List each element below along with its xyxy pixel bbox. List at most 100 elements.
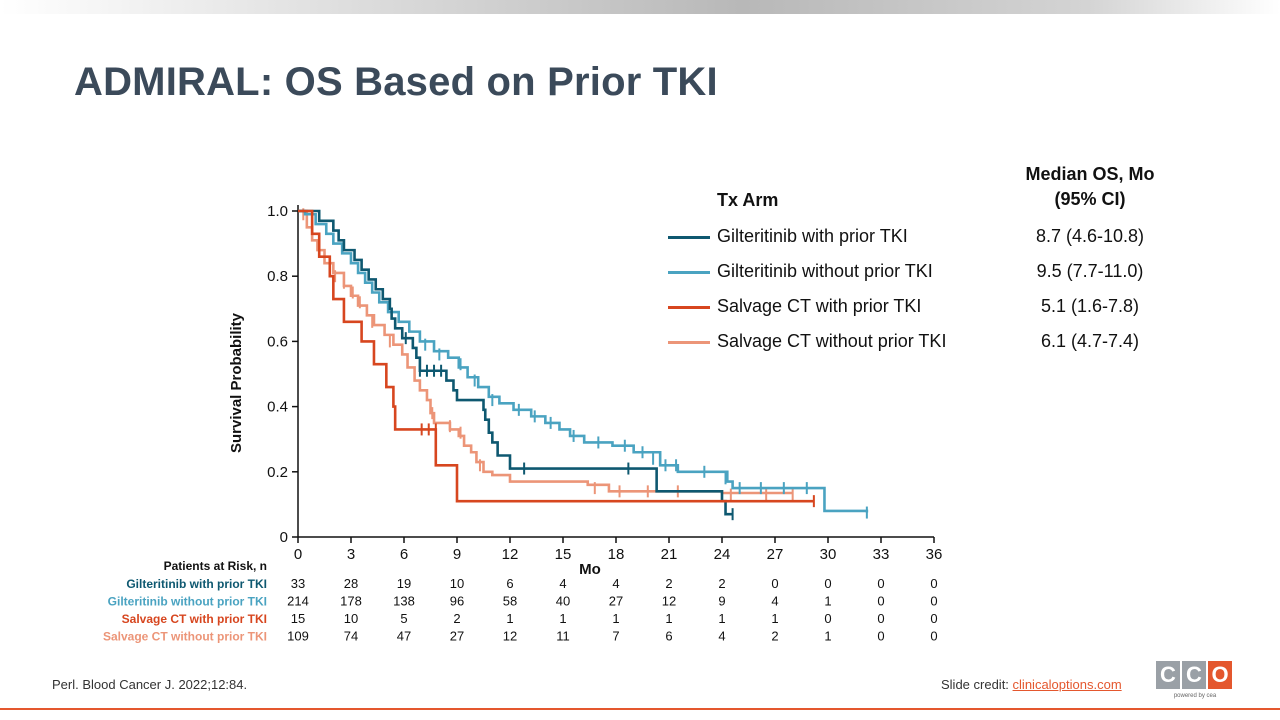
risk-count: 1 (824, 594, 831, 609)
credit-link[interactable]: clinicaloptions.com (1012, 677, 1122, 692)
legend-value: 6.1 (4.7-7.4) (1040, 331, 1140, 351)
risk-count: 4 (718, 629, 725, 644)
risk-count: 12 (662, 594, 676, 609)
risk-count: 4 (559, 576, 566, 591)
risk-count: 74 (344, 629, 358, 644)
legend-label: Salvage CT without prior TKI (717, 331, 947, 351)
risk-row-label: Salvage CT without prior TKI (103, 630, 267, 644)
risk-count: 178 (340, 594, 362, 609)
risk-count: 109 (287, 629, 309, 644)
legend-swatch (668, 271, 710, 274)
x-axis-label: Mo (579, 561, 601, 578)
x-tick-label: 33 (873, 546, 890, 563)
risk-count: 2 (771, 629, 778, 644)
logo-letter: C (1182, 661, 1206, 689)
risk-count: 0 (930, 576, 937, 591)
logo-letter: C (1156, 661, 1180, 689)
risk-count: 19 (397, 576, 411, 591)
x-tick-label: 21 (661, 546, 678, 563)
risk-count: 11 (556, 629, 570, 644)
risk-count: 0 (771, 576, 778, 591)
risk-count: 2 (718, 576, 725, 591)
x-tick-label: 0 (294, 546, 302, 563)
risk-count: 96 (450, 594, 464, 609)
risk-count: 1 (771, 611, 778, 626)
risk-count: 1 (824, 629, 831, 644)
slide-credit: Slide credit: clinicaloptions.com (941, 677, 1122, 692)
risk-count: 27 (609, 594, 623, 609)
risk-count: 0 (930, 629, 937, 644)
risk-count: 15 (291, 611, 305, 626)
risk-count: 214 (287, 594, 309, 609)
x-tick-label: 6 (400, 546, 408, 563)
risk-count: 2 (665, 576, 672, 591)
risk-row-label: Gilteritinib without prior TKI (108, 595, 267, 609)
risk-count: 7 (612, 629, 619, 644)
risk-count: 1 (718, 611, 725, 626)
y-tick-label: 0.2 (267, 464, 288, 481)
top-gradient-bar (0, 0, 1280, 14)
legend-label: Gilteritinib with prior TKI (717, 226, 908, 246)
logo-letter: O (1208, 661, 1232, 689)
legend-header-os: Median OS, Mo (95% CI) (1000, 164, 1180, 210)
risk-count: 10 (344, 611, 358, 626)
risk-count: 1 (559, 611, 566, 626)
x-tick-label: 9 (453, 546, 461, 563)
x-tick-label: 30 (820, 546, 837, 563)
risk-count: 28 (344, 576, 358, 591)
legend-value: 8.7 (4.6-10.8) (1035, 226, 1145, 246)
logo-tagline: powered by cea (1173, 693, 1217, 699)
risk-count: 0 (877, 594, 884, 609)
bottom-accent-line (0, 708, 1280, 710)
km-curve-0 (298, 209, 733, 516)
y-axis-label: Survival Probability (228, 312, 245, 453)
risk-row-label: Gilteritinib with prior TKI (126, 577, 267, 591)
y-tick-label: 1.0 (267, 203, 288, 220)
risk-count: 0 (824, 576, 831, 591)
legend-header-arm: Tx Arm (717, 190, 779, 210)
y-tick-label: 0.6 (267, 333, 288, 350)
legend-value: 9.5 (7.7-11.0) (1036, 261, 1144, 281)
risk-count: 9 (718, 594, 725, 609)
legend-header-os-line1: Median OS, Mo (1025, 164, 1155, 184)
legend-label: Gilteritinib without prior TKI (717, 261, 933, 281)
risk-count: 4 (771, 594, 778, 609)
legend-swatch (668, 236, 710, 239)
x-tick-label: 3 (347, 546, 355, 563)
risk-count: 0 (824, 611, 831, 626)
legend-swatch (668, 341, 710, 344)
risk-count: 27 (450, 629, 464, 644)
risk-count: 0 (930, 611, 937, 626)
x-tick-label: 24 (714, 546, 731, 563)
x-tick-label: 15 (555, 546, 572, 563)
risk-table-title: Patients at Risk, n (164, 559, 267, 573)
risk-count: 1 (665, 611, 672, 626)
risk-count: 138 (393, 594, 415, 609)
risk-row-label: Salvage CT with prior TKI (122, 612, 267, 626)
legend-header-os-line2: (95% CI) (1054, 189, 1126, 209)
risk-count: 12 (503, 629, 517, 644)
reference-text: Perl. Blood Cancer J. 2022;12:84. (52, 677, 248, 692)
y-tick-label: 0.4 (267, 399, 288, 416)
legend-swatch (668, 306, 710, 309)
cco-logo: C C O powered by cea (1156, 661, 1234, 705)
risk-count: 1 (612, 611, 619, 626)
risk-count: 0 (930, 594, 937, 609)
risk-count: 0 (877, 629, 884, 644)
legend-value: 5.1 (1.6-7.8) (1040, 296, 1140, 316)
risk-count: 58 (503, 594, 517, 609)
risk-count: 0 (877, 576, 884, 591)
risk-count: 6 (506, 576, 513, 591)
x-tick-label: 18 (608, 546, 625, 563)
y-tick-label: 0 (280, 529, 288, 546)
risk-count: 10 (450, 576, 464, 591)
risk-count: 1 (506, 611, 513, 626)
y-tick-label: 0.8 (267, 268, 288, 285)
risk-count: 40 (556, 594, 570, 609)
legend-label: Salvage CT with prior TKI (717, 296, 922, 316)
x-tick-label: 36 (926, 546, 943, 563)
risk-count: 6 (665, 629, 672, 644)
slide-title: ADMIRAL: OS Based on Prior TKI (74, 60, 718, 104)
risk-count: 4 (612, 576, 619, 591)
